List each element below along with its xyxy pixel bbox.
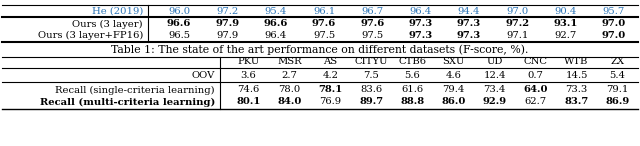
Text: AS: AS (323, 58, 337, 66)
Text: 97.2: 97.2 (216, 7, 239, 15)
Text: 96.4: 96.4 (410, 7, 432, 15)
Text: ZX: ZX (611, 58, 625, 66)
Text: He (2019): He (2019) (92, 7, 143, 15)
Text: Recall (multi-criteria learning): Recall (multi-criteria learning) (40, 97, 215, 107)
Text: 62.7: 62.7 (524, 98, 547, 106)
Text: 97.0: 97.0 (602, 20, 626, 28)
Text: 4.2: 4.2 (323, 71, 339, 80)
Text: SXU: SXU (442, 58, 465, 66)
Text: 96.4: 96.4 (264, 31, 287, 40)
Text: 96.0: 96.0 (168, 7, 190, 15)
Text: 5.6: 5.6 (404, 71, 420, 80)
Text: 73.4: 73.4 (483, 86, 506, 94)
Text: 92.9: 92.9 (483, 98, 507, 106)
Text: 97.2: 97.2 (505, 20, 529, 28)
Text: 76.9: 76.9 (319, 98, 342, 106)
Text: Recall (single-criteria learning): Recall (single-criteria learning) (56, 85, 215, 95)
Text: Ours (3 layer+FP16): Ours (3 layer+FP16) (38, 30, 143, 40)
Text: 97.6: 97.6 (360, 20, 385, 28)
Text: 92.7: 92.7 (554, 31, 577, 40)
Text: 94.4: 94.4 (458, 7, 480, 15)
Text: 61.6: 61.6 (401, 86, 424, 94)
Text: 97.0: 97.0 (506, 7, 529, 15)
Text: 90.4: 90.4 (554, 7, 577, 15)
Text: 83.6: 83.6 (360, 86, 383, 94)
Text: MSR: MSR (277, 58, 302, 66)
Text: PKU: PKU (237, 58, 260, 66)
Text: 79.1: 79.1 (606, 86, 628, 94)
Text: 96.5: 96.5 (168, 31, 190, 40)
Text: OOV: OOV (191, 71, 215, 80)
Text: 0.7: 0.7 (527, 71, 543, 80)
Text: 97.1: 97.1 (506, 31, 529, 40)
Text: 96.6: 96.6 (167, 20, 191, 28)
Text: 79.4: 79.4 (442, 86, 465, 94)
Text: 5.4: 5.4 (609, 71, 625, 80)
Text: 73.3: 73.3 (565, 86, 588, 94)
Text: Table 1: The state of the art performance on different datasets (F-score, %).: Table 1: The state of the art performanc… (111, 45, 529, 55)
Text: 74.6: 74.6 (237, 86, 260, 94)
Text: 97.9: 97.9 (216, 20, 239, 28)
Text: 84.0: 84.0 (277, 98, 301, 106)
Text: WTB: WTB (564, 58, 589, 66)
Text: CNC: CNC (524, 58, 547, 66)
Text: 93.1: 93.1 (554, 20, 578, 28)
Text: 96.7: 96.7 (362, 7, 383, 15)
Text: 64.0: 64.0 (524, 86, 548, 94)
Text: 7.5: 7.5 (364, 71, 380, 80)
Text: 96.1: 96.1 (313, 7, 335, 15)
Text: 97.3: 97.3 (457, 20, 481, 28)
Text: 95.4: 95.4 (264, 7, 287, 15)
Text: 88.8: 88.8 (401, 98, 424, 106)
Text: 14.5: 14.5 (565, 71, 588, 80)
Text: 80.1: 80.1 (236, 98, 260, 106)
Text: 4.6: 4.6 (445, 71, 461, 80)
Text: 97.9: 97.9 (216, 31, 239, 40)
Text: 97.0: 97.0 (602, 31, 626, 40)
Text: 97.5: 97.5 (361, 31, 383, 40)
Text: Ours (3 layer): Ours (3 layer) (72, 19, 143, 29)
Text: 97.6: 97.6 (312, 20, 336, 28)
Text: 89.7: 89.7 (360, 98, 383, 106)
Text: 95.7: 95.7 (603, 7, 625, 15)
Text: 83.7: 83.7 (564, 98, 589, 106)
Text: 86.0: 86.0 (442, 98, 466, 106)
Text: UD: UD (486, 58, 502, 66)
Text: 97.3: 97.3 (408, 20, 433, 28)
Text: 78.0: 78.0 (278, 86, 301, 94)
Text: 78.1: 78.1 (318, 86, 342, 94)
Text: 3.6: 3.6 (241, 71, 257, 80)
Text: 2.7: 2.7 (282, 71, 298, 80)
Text: 86.9: 86.9 (605, 98, 630, 106)
Text: 97.3: 97.3 (457, 31, 481, 40)
Text: CITYU: CITYU (355, 58, 388, 66)
Text: 96.6: 96.6 (264, 20, 288, 28)
Text: 97.3: 97.3 (408, 31, 433, 40)
Text: 97.5: 97.5 (313, 31, 335, 40)
Text: 12.4: 12.4 (483, 71, 506, 80)
Text: CTB6: CTB6 (399, 58, 426, 66)
